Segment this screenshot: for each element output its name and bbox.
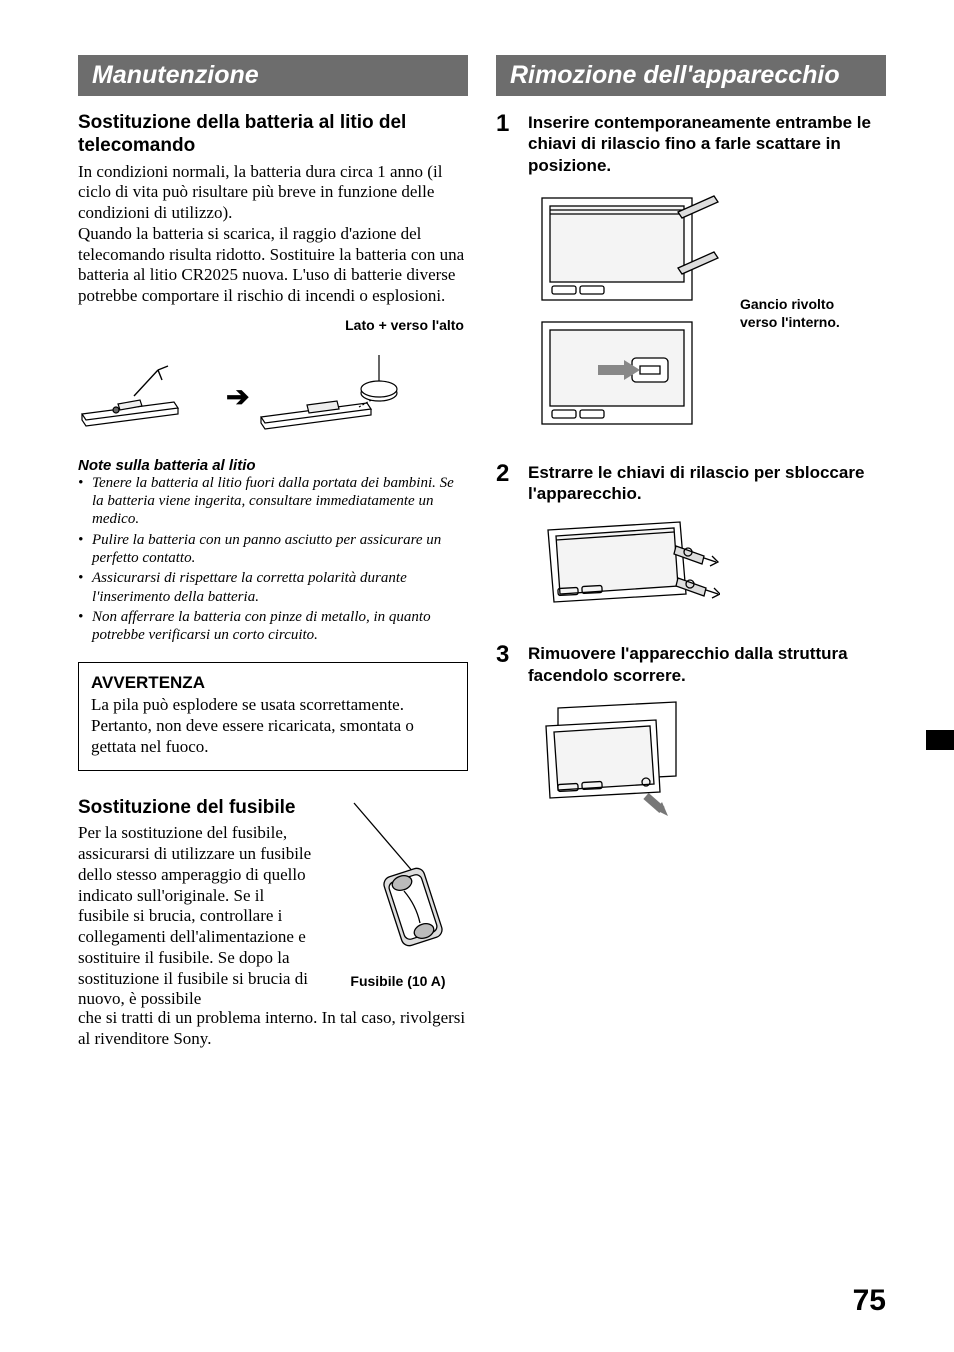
step-number: 3	[496, 643, 518, 823]
battery-note-item: Tenere la batteria al litio fuori dalla …	[78, 474, 468, 529]
warning-body: La pila può esplodere se usata scorretta…	[91, 695, 455, 757]
fuse-paragraph-bottom: che si tratti di un problema interno. In…	[78, 1008, 468, 1049]
battery-note-item: Non afferrare la batteria con pinze di m…	[78, 608, 468, 645]
step-number: 1	[496, 112, 518, 440]
step-number: 2	[496, 462, 518, 622]
page-number: 75	[853, 1284, 886, 1318]
battery-fig-label: Lato + verso l'alto	[78, 317, 468, 333]
battery-paragraph: In condizioni normali, la batteria dura …	[78, 162, 468, 307]
battery-remove-illustration	[78, 358, 218, 436]
battery-note-item: Assicurarsi di rispettare la corretta po…	[78, 569, 468, 606]
step3-illustration	[528, 698, 698, 818]
step-title: Estrarre le chiavi di rilascio per sbloc…	[528, 462, 886, 505]
fuse-fig-label: Fusibile (10 A)	[350, 973, 445, 989]
battery-note-item: Pulire la batteria con un panno asciutto…	[78, 531, 468, 568]
warning-box: AVVERTENZA La pila può esplodere se usat…	[78, 662, 468, 770]
step-item: 3 Rimuovere l'apparecchio dalla struttur…	[496, 643, 886, 823]
battery-insert-illustration	[257, 347, 415, 447]
fuse-heading: Sostituzione del fusibile	[78, 797, 314, 820]
fuse-illustration	[334, 797, 462, 969]
arrow-icon: ➔	[226, 380, 249, 414]
battery-notes-heading: Note sulla batteria al litio	[78, 457, 468, 474]
battery-notes-list: Tenere la batteria al litio fuori dalla …	[78, 474, 468, 645]
step-title: Inserire contemporaneamente entrambe le …	[528, 112, 886, 176]
step1-caption: Gancio rivolto verso l'interno.	[740, 296, 850, 331]
battery-heading: Sostituzione della batteria al litio del…	[78, 112, 468, 158]
warning-title: AVVERTENZA	[91, 673, 455, 693]
left-section-banner: Manutenzione	[78, 55, 468, 96]
step-title: Rimuovere l'apparecchio dalla struttura …	[528, 643, 886, 686]
right-section-banner: Rimozione dell'apparecchio	[496, 55, 886, 96]
fuse-paragraph-top: Per la sostituzione del fusibile, assicu…	[78, 823, 314, 1010]
step1-illustration	[528, 188, 728, 440]
step-item: 1 Inserire contemporaneamente entrambe l…	[496, 112, 886, 440]
step-item: 2 Estrarre le chiavi di rilascio per sbl…	[496, 462, 886, 622]
page-edge-tab	[926, 730, 954, 750]
step2-illustration	[528, 516, 720, 616]
